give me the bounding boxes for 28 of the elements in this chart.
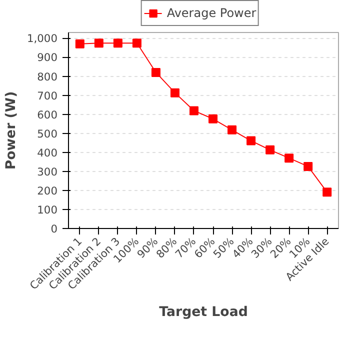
y-tick-label: 400 bbox=[37, 146, 58, 160]
legend-label: Average Power bbox=[166, 6, 256, 20]
y-tick-label: 600 bbox=[37, 108, 58, 122]
y-tick-label: 500 bbox=[37, 127, 58, 140]
point bbox=[94, 38, 104, 48]
point bbox=[284, 154, 294, 163]
y-tick-label: 900 bbox=[37, 51, 58, 64]
y-tick-label: 0 bbox=[50, 222, 58, 236]
y-tick-label: 700 bbox=[37, 89, 58, 102]
point bbox=[322, 188, 332, 197]
point bbox=[304, 162, 313, 171]
y-tick-label: 200 bbox=[37, 184, 58, 198]
y-tick-label: 300 bbox=[37, 165, 58, 178]
point bbox=[113, 38, 122, 48]
y-tick-label: 100 bbox=[37, 203, 58, 216]
y-tick-label: 800 bbox=[37, 70, 58, 84]
point bbox=[132, 38, 142, 48]
point bbox=[151, 68, 160, 77]
point bbox=[189, 106, 198, 116]
point bbox=[246, 136, 256, 146]
point bbox=[75, 39, 84, 48]
point bbox=[228, 125, 237, 134]
x-axis-title: Target Load bbox=[159, 304, 248, 320]
point bbox=[266, 145, 275, 154]
y-tick-label: 1,000 bbox=[26, 32, 58, 46]
y-axis-title: Power (W) bbox=[4, 91, 19, 170]
point bbox=[208, 114, 218, 124]
point bbox=[170, 88, 180, 98]
